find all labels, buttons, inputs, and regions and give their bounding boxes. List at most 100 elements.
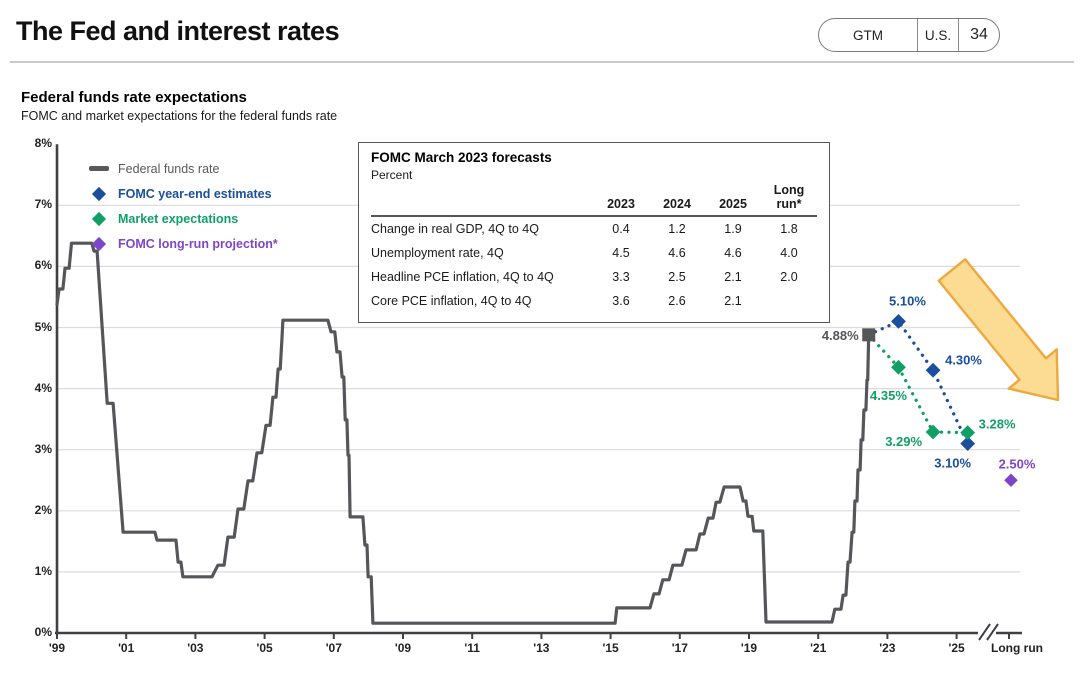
market-expectations-dotted-line	[867, 333, 970, 435]
point-label: 3.29%	[885, 434, 922, 449]
point-label: 3.10%	[934, 456, 971, 471]
row-label: Change in real GDP, 4Q to 4Q	[371, 222, 539, 236]
market-expectation-marker	[960, 425, 976, 440]
fomc-estimate-marker	[891, 313, 906, 329]
chart-legend: Federal funds rate FOMC year-end estimat…	[84, 156, 278, 256]
cell: 0.4	[612, 222, 630, 236]
y-tick-label: 8%	[34, 136, 52, 151]
column-header: Long run*	[773, 183, 805, 211]
y-tick-label: 7%	[34, 197, 52, 212]
x-tick-label: '17	[671, 641, 688, 655]
table-subtitle: Percent	[371, 168, 413, 182]
legend-label: FOMC year-end estimates	[118, 186, 272, 201]
fed-funds-rate-line	[55, 241, 871, 625]
cell: 2.6	[668, 294, 686, 308]
axis-break-icon	[978, 623, 991, 641]
point-label: 4.35%	[870, 388, 907, 403]
cell: 2.0	[780, 270, 798, 284]
gtm-button[interactable]: GTM	[853, 27, 883, 43]
x-tick-label: '25	[948, 641, 965, 655]
region-button[interactable]: U.S.	[917, 19, 958, 51]
x-tick-label: '09	[394, 641, 412, 655]
legend-label: FOMC long-run projection*	[118, 236, 278, 251]
diamond-icon	[91, 236, 107, 251]
x-tick-label: '21	[810, 641, 827, 655]
y-tick-label: 1%	[34, 563, 52, 578]
cell: 2.1	[724, 294, 742, 308]
legend-item-fomc-long-run: FOMC long-run projection*	[84, 231, 278, 256]
cell: 3.6	[612, 294, 630, 308]
x-tick-label-long-run: Long run	[991, 641, 1043, 655]
chart-title: Federal funds rate expectations	[21, 89, 247, 106]
market-expectation-marker	[925, 424, 941, 440]
point-label: 3.28%	[979, 417, 1016, 432]
x-tick-label: '13	[533, 641, 550, 655]
long-run-projection-marker	[1004, 473, 1018, 488]
y-tick-label: 5%	[34, 319, 52, 334]
table-row: Headline PCE inflation, 4Q to 4Q 3.3 2.5…	[371, 265, 817, 289]
y-tick-label: 3%	[34, 441, 52, 456]
market-expectation-marker	[891, 359, 906, 375]
row-label: Core PCE inflation, 4Q to 4Q	[371, 294, 532, 308]
fomc-estimate-marker	[925, 362, 941, 378]
fomc-estimate-marker	[960, 436, 976, 451]
legend-label: Federal funds rate	[118, 161, 220, 176]
point-label: 4.88%	[822, 328, 859, 343]
gtm-page-badge: GTM U.S. 34	[818, 18, 1000, 52]
legend-item-market-expectations: Market expectations	[84, 206, 278, 231]
row-label: Headline PCE inflation, 4Q to 4Q	[371, 270, 554, 284]
axis-break-icon	[986, 623, 999, 641]
cell: 1.2	[668, 222, 686, 236]
point-label: 2.50%	[999, 456, 1036, 471]
cell: 4.0	[780, 246, 798, 260]
table-row: Unemployment rate, 4Q 4.5 4.6 4.6 4.0	[371, 241, 817, 265]
legend-label: Market expectations	[118, 211, 239, 226]
cell: 4.6	[724, 246, 742, 260]
cell: 4.6	[668, 246, 686, 260]
y-tick-label: 2%	[34, 502, 52, 517]
diamond-icon	[91, 186, 107, 201]
current-rate-marker	[862, 328, 876, 342]
x-tick-label: '11	[464, 641, 480, 655]
page-title: The Fed and interest rates	[16, 16, 340, 46]
y-tick-label: 6%	[34, 258, 52, 273]
cell: 3.3	[612, 270, 630, 284]
legend-item-fomc-year-end: FOMC year-end estimates	[84, 181, 278, 206]
cell: 1.8	[780, 222, 798, 236]
chart-subtitle: FOMC and market expectations for the fed…	[21, 109, 338, 123]
x-tick-label: '19	[740, 641, 758, 655]
point-label: 4.30%	[945, 352, 982, 367]
table-row: Change in real GDP, 4Q to 4Q 0.4 1.2 1.9…	[371, 217, 817, 241]
fomc-forecast-table: FOMC March 2023 forecasts Percent 2023 2…	[358, 142, 830, 323]
header-divider	[10, 61, 1074, 63]
line-swatch-icon	[89, 166, 109, 171]
x-tick-label: '05	[256, 641, 273, 655]
y-tick-label: 0%	[34, 625, 52, 639]
column-header: 2025	[719, 197, 747, 211]
cell: 4.5	[612, 246, 630, 260]
table-row: Core PCE inflation, 4Q to 4Q 3.6 2.6 2.1	[371, 289, 817, 313]
page-number-button[interactable]: 34	[958, 19, 999, 51]
x-tick-label: '01	[118, 641, 135, 655]
cell: 2.1	[724, 270, 742, 284]
row-label: Unemployment rate, 4Q	[371, 246, 504, 260]
x-tick-label: '07	[325, 641, 342, 655]
diamond-icon	[91, 211, 107, 226]
table-title: FOMC March 2023 forecasts	[371, 150, 552, 165]
y-tick-label: 4%	[34, 380, 52, 395]
table-header-row: 2023 2024 2025 Long run*	[371, 183, 817, 217]
column-header: 2024	[663, 197, 691, 211]
cell: 1.9	[724, 222, 742, 236]
point-label: 5.10%	[889, 293, 926, 308]
x-tick-label: '03	[187, 641, 204, 655]
x-tick-label: '99	[48, 641, 66, 655]
downward-trend-arrow	[937, 258, 1060, 402]
x-tick-label: '15	[602, 641, 619, 655]
column-header: 2023	[607, 197, 635, 211]
x-tick-label: '23	[879, 641, 896, 655]
legend-item-federal-funds-rate: Federal funds rate	[84, 156, 278, 181]
fomc-estimates-dotted-line	[867, 319, 970, 446]
cell: 2.5	[668, 270, 686, 284]
